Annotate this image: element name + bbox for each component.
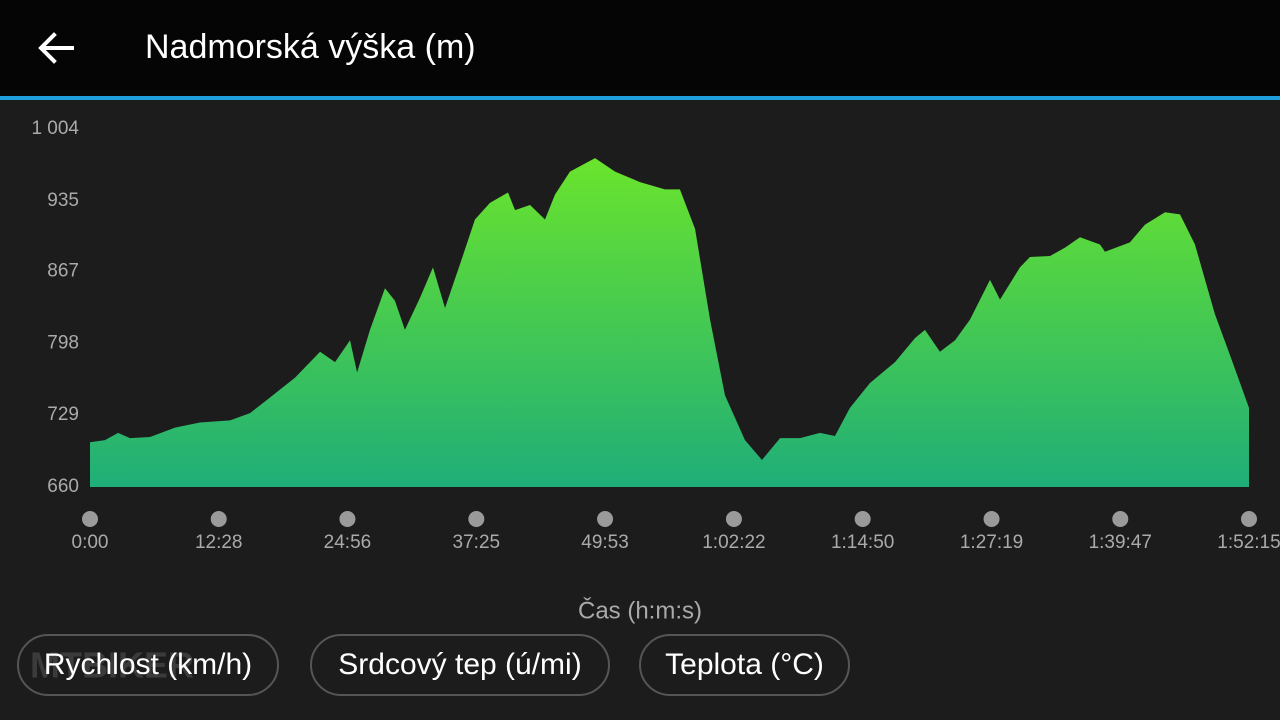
y-tick-label: 729 <box>47 404 79 425</box>
x-tick-label: 12:28 <box>195 532 243 553</box>
button-outline <box>17 634 279 696</box>
x-tick-dot <box>82 511 98 527</box>
button-outline <box>310 634 610 696</box>
watermark: MTBIKER <box>30 645 194 686</box>
y-tick-label: 867 <box>47 261 79 282</box>
metric-button[interactable]: Teplota (°C) <box>639 634 850 696</box>
metric-button[interactable]: Srdcový tep (ú/mi) <box>310 634 610 696</box>
x-tick-dot <box>468 511 485 527</box>
button-label: Teplota (°C) <box>665 648 824 681</box>
x-tick-label: 37:25 <box>453 532 501 553</box>
x-tick-dot <box>725 511 742 527</box>
button-label: Rychlost (km/h) <box>44 648 252 681</box>
x-tick-dot <box>1112 511 1129 527</box>
x-tick-label: 1:02:22 <box>702 532 765 553</box>
x-tick-label: 0:00 <box>72 532 109 553</box>
x-tick-label: 24:56 <box>324 532 372 553</box>
x-tick-dot <box>597 511 614 527</box>
back-button[interactable] <box>38 32 74 64</box>
x-tick-dot <box>854 511 871 527</box>
x-tick-label: 1:52:15 <box>1217 532 1280 553</box>
x-tick-dot <box>983 511 1000 527</box>
button-outline <box>639 634 850 696</box>
x-tick-dot <box>339 511 356 527</box>
button-label: Srdcový tep (ú/mi) <box>338 648 581 681</box>
x-tick-label: 1:27:19 <box>960 532 1023 553</box>
page-title: Nadmorská výška (m) <box>145 28 476 66</box>
x-axis-title: Čas (h:m:s) <box>578 596 702 624</box>
y-tick-label: 798 <box>47 332 79 353</box>
y-tick-label: 1 004 <box>31 118 79 139</box>
elevation-area <box>90 158 1249 488</box>
x-tick-dot <box>1241 511 1257 527</box>
metric-button[interactable]: Rychlost (km/h) <box>17 634 279 696</box>
x-tick-label: 49:53 <box>581 532 629 553</box>
x-tick-label: 1:39:47 <box>1089 532 1152 553</box>
header-accent <box>0 96 1280 100</box>
x-tick-dot <box>210 511 227 527</box>
y-tick-label: 660 <box>47 476 79 497</box>
header-bar <box>0 0 1280 96</box>
y-tick-label: 935 <box>47 190 79 211</box>
x-tick-label: 1:14:50 <box>831 532 894 553</box>
